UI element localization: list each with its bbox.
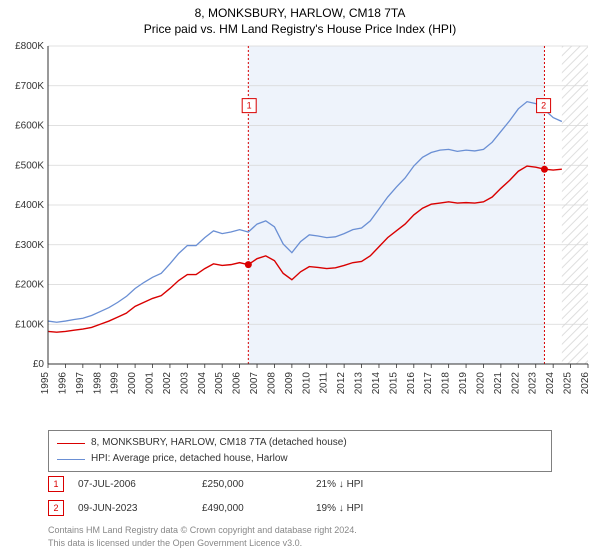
svg-text:2025: 2025 xyxy=(563,372,574,395)
svg-text:2024: 2024 xyxy=(545,372,556,395)
svg-text:£400K: £400K xyxy=(15,200,44,211)
transaction-marker-icon: 1 xyxy=(48,476,64,492)
svg-text:£100K: £100K xyxy=(15,319,44,330)
svg-text:2019: 2019 xyxy=(458,372,469,395)
transaction-pct: 19% ↓ HPI xyxy=(316,503,436,514)
svg-text:2001: 2001 xyxy=(145,372,156,395)
svg-text:£300K: £300K xyxy=(15,240,44,251)
svg-text:2011: 2011 xyxy=(319,372,330,394)
footer-line1: Contains HM Land Registry data © Crown c… xyxy=(48,524,357,537)
svg-text:1999: 1999 xyxy=(110,372,121,395)
transaction-row: 1 07-JUL-2006 £250,000 21% ↓ HPI xyxy=(48,472,552,496)
svg-text:2009: 2009 xyxy=(284,372,295,395)
chart-title-line2: Price paid vs. HM Land Registry's House … xyxy=(0,20,600,36)
legend-item: HPI: Average price, detached house, Harl… xyxy=(57,451,543,467)
svg-text:2015: 2015 xyxy=(388,372,399,395)
legend-item: 8, MONKSBURY, HARLOW, CM18 7TA (detached… xyxy=(57,435,543,451)
svg-text:£800K: £800K xyxy=(15,41,44,52)
svg-text:1: 1 xyxy=(247,101,252,111)
svg-text:1996: 1996 xyxy=(57,372,68,395)
svg-text:1997: 1997 xyxy=(75,372,86,395)
svg-text:2007: 2007 xyxy=(249,372,260,395)
svg-text:2000: 2000 xyxy=(127,372,138,395)
svg-text:2010: 2010 xyxy=(301,372,312,395)
svg-text:2021: 2021 xyxy=(493,372,504,395)
chart-area: £0 £100K £200K £300K £400K £500K £600K £700K £80… xyxy=(0,40,600,420)
transaction-marker-icon: 2 xyxy=(48,500,64,516)
footer-line2: This data is licensed under the Open Gov… xyxy=(48,537,357,550)
svg-text:£500K: £500K xyxy=(15,160,44,171)
chart-title-line1: 8, MONKSBURY, HARLOW, CM18 7TA xyxy=(0,0,600,20)
transaction-row: 2 09-JUN-2023 £490,000 19% ↓ HPI xyxy=(48,496,552,520)
transaction-price: £490,000 xyxy=(202,503,302,514)
svg-text:2004: 2004 xyxy=(197,372,208,395)
svg-text:2026: 2026 xyxy=(580,372,591,395)
svg-text:2016: 2016 xyxy=(406,372,417,395)
legend-swatch xyxy=(57,459,85,460)
svg-text:2014: 2014 xyxy=(371,372,382,395)
svg-text:2018: 2018 xyxy=(441,372,452,395)
svg-text:2003: 2003 xyxy=(179,372,190,395)
svg-text:2008: 2008 xyxy=(266,372,277,395)
legend-label: HPI: Average price, detached house, Harl… xyxy=(91,451,288,467)
transaction-date: 09-JUN-2023 xyxy=(78,503,188,514)
svg-text:2013: 2013 xyxy=(354,372,365,395)
transaction-price: £250,000 xyxy=(202,479,302,490)
svg-text:2012: 2012 xyxy=(336,372,347,395)
legend-swatch xyxy=(57,443,85,444)
footer-attribution: Contains HM Land Registry data © Crown c… xyxy=(48,524,357,550)
svg-text:2020: 2020 xyxy=(475,372,486,395)
svg-text:2022: 2022 xyxy=(510,372,521,395)
svg-text:£600K: £600K xyxy=(15,121,44,132)
svg-text:£200K: £200K xyxy=(15,280,44,291)
transactions-table: 1 07-JUL-2006 £250,000 21% ↓ HPI 2 09-JU… xyxy=(48,472,552,520)
legend-label: 8, MONKSBURY, HARLOW, CM18 7TA (detached… xyxy=(91,435,347,451)
svg-text:2023: 2023 xyxy=(528,372,539,395)
svg-text:£700K: £700K xyxy=(15,81,44,92)
transaction-pct: 21% ↓ HPI xyxy=(316,479,436,490)
transaction-date: 07-JUL-2006 xyxy=(78,479,188,490)
svg-text:2005: 2005 xyxy=(214,372,225,395)
svg-text:1995: 1995 xyxy=(40,372,51,395)
svg-text:2017: 2017 xyxy=(423,372,434,395)
svg-text:1998: 1998 xyxy=(92,372,103,395)
legend: 8, MONKSBURY, HARLOW, CM18 7TA (detached… xyxy=(48,430,552,472)
svg-text:2002: 2002 xyxy=(162,372,173,395)
svg-text:£0: £0 xyxy=(33,359,45,370)
svg-text:2006: 2006 xyxy=(232,372,243,395)
svg-text:2: 2 xyxy=(541,101,546,111)
